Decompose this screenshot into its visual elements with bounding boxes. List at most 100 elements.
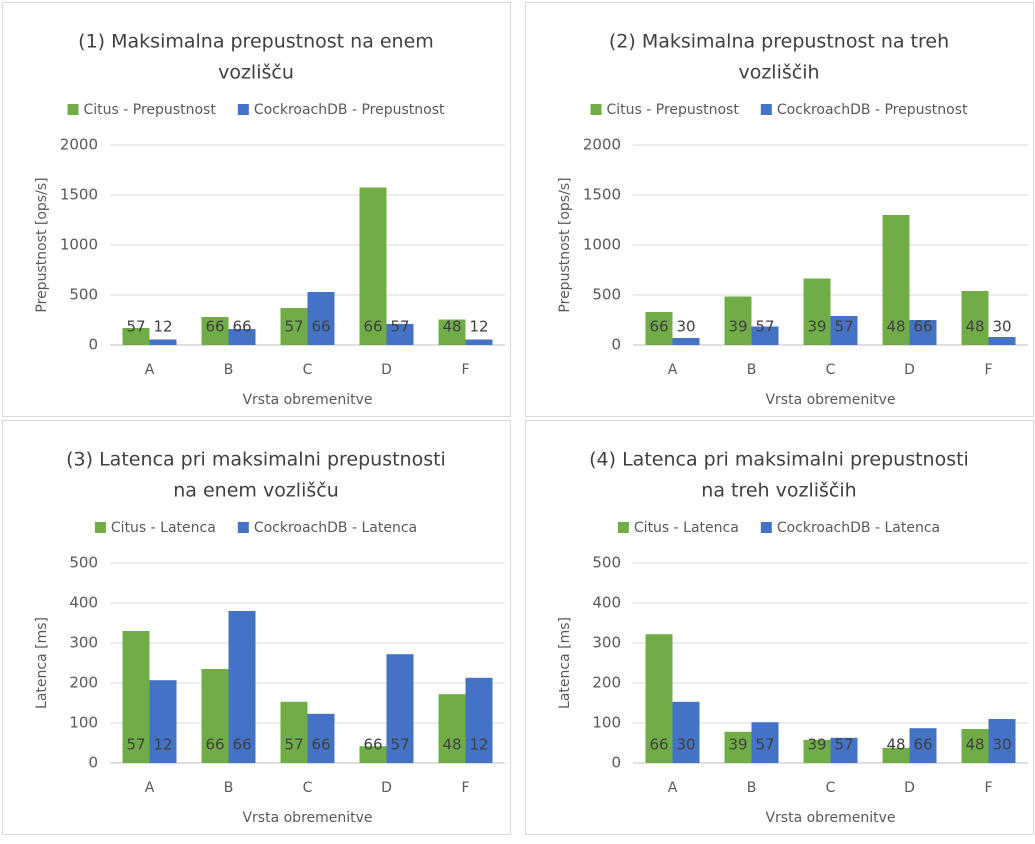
y-tick-label: 200	[69, 674, 98, 692]
x-tick-label: F	[461, 362, 469, 378]
legend-swatch	[760, 104, 772, 115]
legend: Citus - Prepustnost CockroachDB - Prepust…	[590, 102, 968, 118]
legend-label: Citus - Prepustnost	[84, 102, 217, 118]
bar-label: 39	[807, 736, 826, 754]
bar-label: 48	[965, 318, 984, 336]
bar-label: 57	[755, 736, 774, 754]
x-tick-label: B	[747, 362, 757, 378]
legend-label: CockroachDB - Prepustnost	[254, 102, 445, 118]
legend-swatch	[94, 522, 106, 533]
bar	[386, 654, 414, 763]
bar	[751, 326, 779, 345]
y-tick-label: 500	[592, 554, 621, 572]
bar	[803, 739, 831, 763]
x-tick-label: A	[668, 780, 678, 796]
bar-label: 57	[284, 318, 303, 336]
bar	[882, 747, 910, 763]
y-tick-label: 2000	[583, 136, 621, 154]
x-tick-label: C	[826, 780, 836, 796]
x-tick-label: D	[381, 362, 392, 378]
bar-label: 66	[311, 736, 330, 754]
legend: Citus - Prepustnost CockroachDB - Prepust…	[67, 102, 445, 118]
chart-title: vozlišču	[218, 62, 294, 84]
legend-swatch	[237, 104, 249, 115]
chart-panel: (2) Maksimalna prepustnost na treh vozliš…	[525, 2, 1034, 417]
y-axis-title: Prepustnost [ops/s]	[34, 177, 50, 312]
bar-label: 30	[992, 736, 1011, 754]
bar	[645, 634, 673, 763]
bar	[803, 278, 831, 345]
x-tick-label: A	[145, 362, 155, 378]
y-tick-label: 500	[592, 286, 621, 304]
bar	[465, 339, 493, 345]
bar	[438, 319, 466, 345]
bar	[988, 337, 1016, 345]
y-tick-label: 500	[69, 286, 98, 304]
bar	[359, 746, 387, 763]
y-tick-label: 1500	[60, 186, 98, 204]
bar-label: 66	[232, 318, 251, 336]
y-tick-label: 1500	[583, 186, 621, 204]
bar	[751, 722, 779, 763]
x-tick-label: D	[904, 362, 915, 378]
bar-label: 48	[965, 736, 984, 754]
legend-label: Citus - Latenca	[634, 520, 739, 536]
bar	[961, 291, 989, 345]
x-axis-title: Vrsta obremenitve	[242, 392, 372, 408]
bar	[645, 312, 673, 345]
bar-label: 48	[442, 318, 461, 336]
x-tick-label: C	[303, 780, 313, 796]
bar-label: 57	[755, 318, 774, 336]
bar-label: 57	[390, 736, 409, 754]
bar-label: 66	[205, 736, 224, 754]
chart-panel: (3) Latenca pri maksimalni prepustnosti n…	[2, 420, 511, 835]
bar	[438, 694, 466, 763]
bar-label: 48	[886, 736, 905, 754]
legend-label: Citus - Latenca	[111, 520, 216, 536]
bar-label: 48	[442, 736, 461, 754]
bar	[201, 317, 229, 345]
y-tick-label: 100	[592, 714, 621, 732]
bar	[149, 339, 177, 345]
x-tick-label: A	[145, 780, 155, 796]
y-tick-label: 0	[88, 754, 98, 772]
bar	[830, 316, 858, 345]
bar-label: 57	[834, 318, 853, 336]
y-tick-label: 400	[69, 594, 98, 612]
x-tick-label: F	[984, 780, 992, 796]
bar-label: 12	[153, 318, 172, 336]
y-tick-label: 1000	[583, 236, 621, 254]
bar-label: 66	[205, 318, 224, 336]
bar	[724, 731, 752, 763]
bar	[882, 215, 910, 345]
legend: Citus - Latenca CockroachDB - Latenca	[617, 520, 940, 536]
legend: Citus - Latenca CockroachDB - Latenca	[94, 520, 417, 536]
x-tick-label: D	[904, 780, 915, 796]
bar-label: 57	[126, 318, 145, 336]
legend-swatch	[760, 522, 772, 533]
x-tick-label: B	[224, 362, 234, 378]
y-tick-label: 300	[592, 634, 621, 652]
bar-label: 66	[363, 318, 382, 336]
bar-label: 39	[728, 318, 747, 336]
x-tick-label: B	[747, 780, 757, 796]
bar	[307, 713, 335, 763]
chart-title: na enem vozlišču	[173, 480, 338, 502]
y-tick-label: 1000	[60, 236, 98, 254]
bar	[961, 729, 989, 763]
y-tick-label: 500	[69, 554, 98, 572]
bar-label: 66	[232, 736, 251, 754]
bar-label: 66	[311, 318, 330, 336]
bar-label: 57	[126, 736, 145, 754]
x-axis-title: Vrsta obremenitve	[765, 810, 895, 826]
y-tick-label: 0	[611, 754, 621, 772]
bar-label: 57	[834, 736, 853, 754]
bar-label: 66	[649, 318, 668, 336]
bar	[149, 680, 177, 763]
bar-label: 12	[153, 736, 172, 754]
bar	[830, 737, 858, 763]
legend-label: CockroachDB - Latenca	[777, 520, 940, 536]
panel-border	[2, 420, 511, 835]
x-axis-title: Vrsta obremenitve	[242, 810, 372, 826]
x-tick-label: A	[668, 362, 678, 378]
